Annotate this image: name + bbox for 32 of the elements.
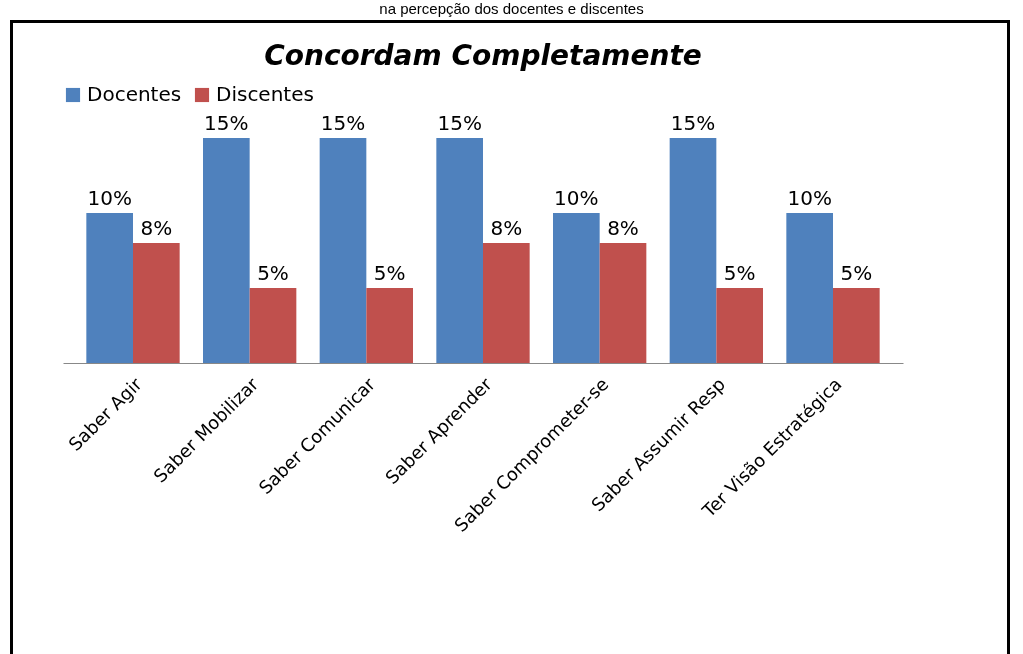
data-label: 5% (257, 261, 289, 285)
bar (133, 243, 180, 363)
bar (669, 138, 717, 363)
legend-label: Docentes (87, 82, 182, 106)
bar (716, 288, 763, 363)
data-label: 10% (787, 186, 832, 210)
bar (319, 138, 367, 363)
bar (599, 243, 647, 363)
legend-label: Discentes (216, 82, 314, 106)
bar (203, 138, 250, 363)
bar (833, 288, 880, 363)
data-label: 5% (840, 261, 873, 285)
data-label: 10% (87, 186, 132, 210)
data-label: 15% (204, 111, 249, 135)
bar (483, 243, 530, 363)
bar (249, 288, 297, 363)
data-label: 10% (554, 186, 599, 210)
bar (366, 288, 413, 363)
data-label: 8% (490, 216, 523, 240)
bar (553, 213, 600, 363)
data-label: 8% (607, 216, 639, 240)
text: na percepção dos docentes e discentes (378, 0, 645, 18)
chart-title: Concordam Completamente (264, 39, 702, 72)
data-label: 8% (140, 216, 173, 240)
data-label: 5% (373, 261, 406, 285)
bar (786, 213, 833, 363)
data-label: 5% (723, 261, 756, 285)
data-label: 15% (437, 111, 482, 135)
data-label: 15% (670, 111, 716, 135)
bar (436, 138, 483, 363)
bar (86, 213, 133, 363)
data-label: 15% (320, 111, 366, 135)
